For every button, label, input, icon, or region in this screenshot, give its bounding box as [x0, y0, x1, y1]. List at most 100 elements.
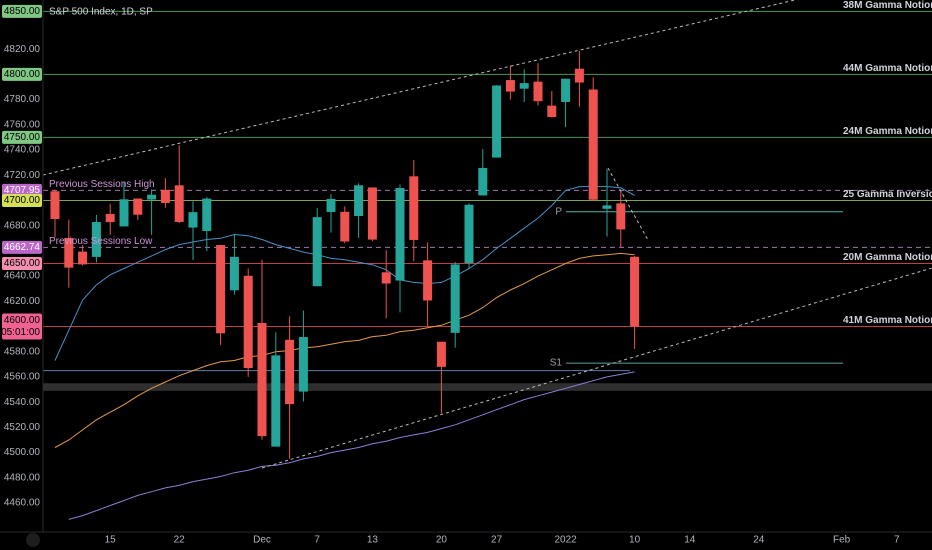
- x-tick-label: 10: [629, 535, 641, 546]
- level-note: 38M Gamma Notional: [843, 0, 932, 11]
- trendline: [261, 267, 932, 469]
- candle-body: [91, 222, 101, 257]
- x-tick-label: Dec: [253, 535, 271, 546]
- level-note: Previous Sessions High: [49, 179, 155, 190]
- x-tick-label: Feb: [833, 535, 851, 546]
- y-tick-label: 4680.00: [4, 220, 41, 231]
- x-tick-label: 7: [894, 535, 900, 546]
- price-label-bg: [2, 130, 42, 144]
- candle-body: [147, 194, 157, 200]
- level-note: 20M Gamma Notional: [843, 252, 932, 263]
- candle-body: [533, 81, 543, 102]
- price-label: 4800.00: [4, 69, 41, 80]
- y-tick-label: 4540.00: [4, 397, 41, 408]
- candle-body: [602, 205, 612, 209]
- y-tick-label: 4560.00: [4, 372, 41, 383]
- moving-average: [54, 252, 635, 448]
- candle-body: [78, 251, 88, 265]
- candle-body: [160, 189, 170, 204]
- candle-body: [616, 203, 626, 230]
- time-axis: [0, 532, 932, 550]
- x-tick-label: 24: [753, 535, 765, 546]
- y-tick-label: 4740.00: [4, 145, 41, 156]
- y-tick-label: 4820.00: [4, 44, 41, 55]
- candle-body: [271, 355, 281, 447]
- level-note: Previous Sessions Low: [49, 236, 153, 247]
- y-tick-label: 4520.00: [4, 422, 41, 433]
- candle-body: [574, 68, 584, 83]
- chart-title: S&P 500 Index, 1D, SP: [49, 7, 153, 18]
- price-label: 4700.00: [4, 195, 41, 206]
- candle-body: [188, 212, 198, 228]
- price-label: 4600.00: [4, 315, 41, 326]
- x-tick-label: 20: [436, 535, 448, 546]
- x-tick-label: 14: [684, 535, 696, 546]
- candle-body: [312, 217, 322, 287]
- price-label: 4750.00: [4, 132, 41, 143]
- price-label-bg: [2, 183, 42, 197]
- trendline: [607, 167, 649, 241]
- candle-body: [519, 83, 529, 89]
- x-tick-label: 7: [314, 535, 320, 546]
- y-tick-label: 4780.00: [4, 94, 41, 105]
- y-tick-label: 4460.00: [4, 498, 41, 509]
- y-tick-label: 4500.00: [4, 447, 41, 458]
- moving-average: [68, 371, 635, 520]
- candle-body: [464, 204, 474, 264]
- candle-body: [588, 89, 598, 200]
- candle-body: [630, 256, 640, 327]
- price-label: 4650.00: [4, 258, 41, 269]
- y-tick-label: 4760.00: [4, 119, 41, 130]
- candle-body: [409, 176, 419, 240]
- price-label-bg: [2, 67, 42, 81]
- y-tick-label: 4620.00: [4, 296, 41, 307]
- pivot-label: S1: [550, 358, 563, 369]
- x-tick-label: 13: [367, 535, 379, 546]
- auto-scale-button[interactable]: [26, 533, 40, 547]
- candle-body: [436, 341, 446, 367]
- countdown-label: 05:01:00: [1, 327, 40, 338]
- candle-body: [298, 337, 308, 392]
- candle-body: [285, 339, 295, 405]
- candle-body: [354, 185, 364, 217]
- y-tick-label: 4640.00: [4, 271, 41, 282]
- candle-body: [340, 211, 350, 242]
- candle-body: [64, 237, 74, 268]
- x-tick-label: 22: [174, 535, 186, 546]
- price-label-bg: [2, 313, 42, 340]
- candle-body: [174, 185, 184, 222]
- trendline: [42, 0, 796, 176]
- price-label: 4850.00: [4, 6, 41, 17]
- candle-body: [395, 188, 405, 281]
- level-note: 24M Gamma Notional: [843, 126, 932, 137]
- candle-body: [561, 78, 571, 102]
- zone-band: [43, 383, 932, 391]
- price-label-bg: [2, 4, 42, 18]
- candle-body: [492, 85, 502, 158]
- candle-body: [478, 167, 488, 196]
- x-tick-label: 27: [491, 535, 503, 546]
- plot-area: [43, 10, 932, 520]
- candle-body: [105, 213, 115, 223]
- level-note: 41M Gamma Notional: [843, 315, 932, 326]
- price-label-bg: [2, 240, 42, 254]
- price-label-bg: [2, 256, 42, 270]
- candle-body: [326, 198, 336, 212]
- candle-body: [243, 275, 253, 369]
- level-note: 25 Gamma Inversion: [843, 189, 932, 200]
- y-tick-label: 4480.00: [4, 472, 41, 483]
- x-tick-label: 2022: [554, 535, 577, 546]
- candle-body: [216, 245, 226, 334]
- moving-average: [54, 186, 635, 361]
- candle-body: [381, 272, 391, 284]
- candle-body: [423, 260, 433, 301]
- candle-body: [547, 105, 557, 118]
- candle-body: [367, 187, 377, 240]
- y-tick-label: 4580.00: [4, 346, 41, 357]
- x-tick-label: 15: [105, 535, 117, 546]
- candle-body: [229, 256, 239, 291]
- candle-body: [257, 322, 267, 437]
